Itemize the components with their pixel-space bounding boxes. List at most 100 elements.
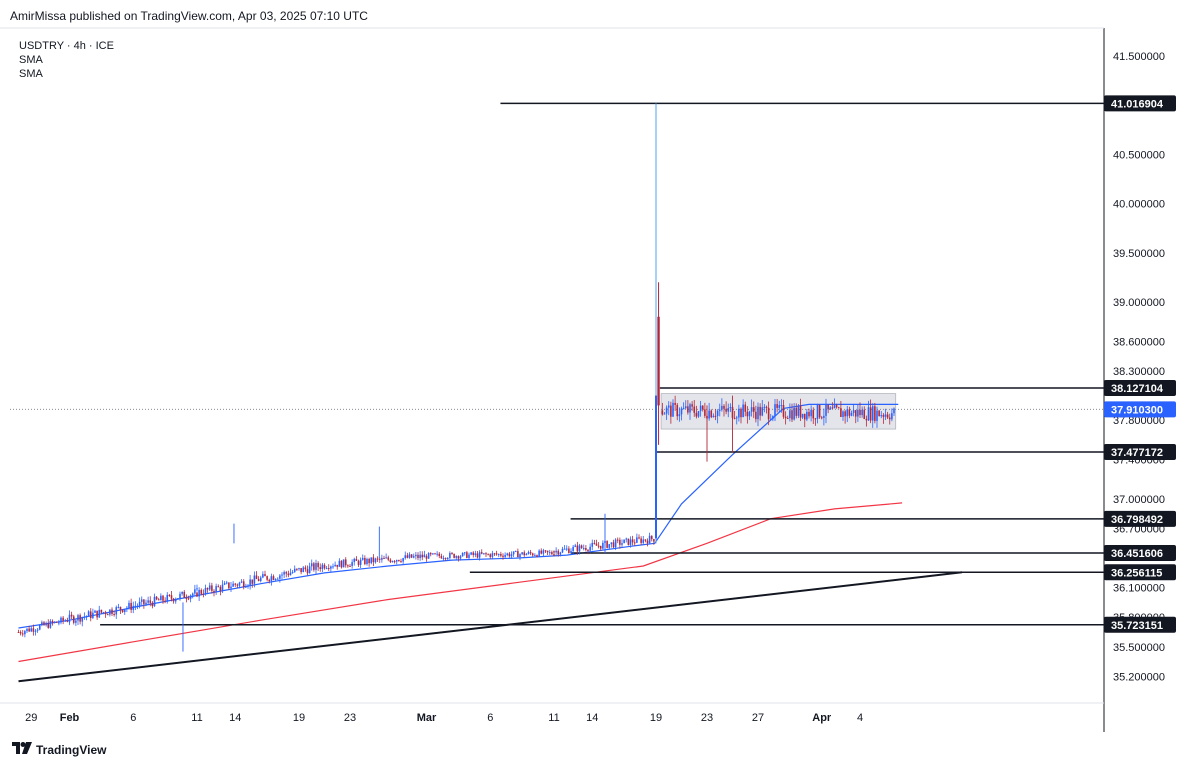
- candle-body: [693, 406, 696, 413]
- candle-body: [196, 588, 198, 590]
- candle-body: [272, 576, 275, 580]
- price-tick-label: 39.500000: [1113, 248, 1165, 260]
- candle-body: [376, 558, 379, 560]
- candle-body: [228, 582, 230, 589]
- candle-body: [510, 554, 513, 557]
- candle-body: [574, 545, 577, 547]
- time-tick-label: 4: [857, 712, 863, 724]
- candle-body: [780, 405, 783, 407]
- candle-body: [865, 418, 868, 421]
- price-tick-label: 35.200000: [1113, 671, 1165, 683]
- candle-body: [232, 583, 234, 587]
- candle-body: [684, 406, 687, 409]
- candle-body: [315, 562, 317, 570]
- candle-body: [247, 585, 249, 587]
- candle-body: [466, 552, 468, 558]
- candle-body: [616, 539, 619, 541]
- candle-body: [880, 415, 883, 417]
- candle-body: [536, 555, 538, 557]
- candle-body: [164, 600, 166, 602]
- price-tick-label: 38.300000: [1113, 366, 1165, 378]
- candle-body: [701, 405, 704, 410]
- candle-body: [204, 587, 207, 595]
- candle-body: [34, 630, 37, 632]
- candle-body: [493, 553, 496, 555]
- candle-body: [323, 564, 326, 569]
- candle-body: [202, 593, 205, 595]
- consolidation-range-box: [660, 393, 897, 430]
- candle-body: [591, 542, 594, 547]
- candle-body: [170, 595, 173, 599]
- time-tick-label: 14: [229, 712, 241, 724]
- candle-body: [406, 555, 409, 558]
- candle-body: [487, 554, 489, 556]
- candle-body: [502, 555, 504, 557]
- candle-body: [614, 539, 617, 548]
- candle-body: [140, 599, 143, 602]
- candle-body: [718, 409, 721, 411]
- candle-body: [833, 405, 836, 409]
- candle-body: [419, 554, 421, 559]
- candle-body: [257, 579, 260, 582]
- candle-body: [689, 404, 691, 413]
- candle-body: [861, 409, 863, 416]
- candle-body: [53, 621, 56, 623]
- candle-body: [279, 575, 281, 579]
- candle-body: [408, 554, 411, 558]
- candle-body: [810, 410, 812, 417]
- candle-body: [806, 411, 808, 420]
- price-tick-label: 36.100000: [1113, 583, 1165, 595]
- candle-body: [387, 557, 390, 560]
- candle-body: [351, 562, 353, 566]
- candle-body: [383, 558, 385, 560]
- candle-body: [812, 410, 815, 419]
- candle-body: [638, 537, 640, 539]
- candle-body: [17, 631, 20, 633]
- candle-body: [77, 615, 79, 621]
- candle-body: [842, 411, 844, 417]
- candle-body: [361, 557, 364, 560]
- candle-body: [697, 411, 700, 417]
- candle-body: [512, 551, 515, 555]
- candle-series: [17, 103, 895, 652]
- candle-body: [36, 629, 39, 631]
- candle-body: [300, 568, 302, 573]
- candle-body: [113, 614, 115, 616]
- candle-body: [848, 409, 851, 416]
- last-price-tag-bg: [1104, 401, 1176, 418]
- candle-body: [179, 593, 181, 599]
- price-tick-label: 40.500000: [1113, 149, 1165, 161]
- sma-indicator-label-2[interactable]: SMA: [19, 68, 43, 80]
- candle-body: [678, 414, 681, 417]
- candle-body: [255, 575, 258, 580]
- candle-body: [85, 615, 88, 617]
- symbol-label[interactable]: USDTRY · 4h · ICE: [19, 40, 114, 52]
- candle-body: [712, 415, 715, 418]
- candle-body: [391, 561, 394, 563]
- candle-body: [47, 622, 50, 628]
- candle-body: [415, 554, 417, 557]
- candle-body: [385, 557, 387, 559]
- footer-brand[interactable]: TradingView: [12, 742, 106, 757]
- candle-body: [364, 557, 366, 565]
- candle-body: [480, 552, 483, 554]
- candle-body: [523, 552, 526, 556]
- candle-body: [434, 553, 436, 555]
- time-tick-label: 11: [191, 712, 202, 724]
- candle-body: [117, 606, 120, 608]
- price-tick-label: 40.000000: [1113, 199, 1165, 211]
- time-tick-label: 23: [344, 712, 356, 724]
- candle-body: [729, 407, 732, 409]
- candle-body: [640, 538, 642, 543]
- candle-body: [402, 558, 404, 562]
- candle-body: [835, 405, 838, 408]
- candle-body: [355, 558, 358, 561]
- candle-body: [608, 544, 611, 548]
- time-tick-label: Apr: [812, 712, 832, 724]
- sma-indicator-label-1[interactable]: SMA: [19, 54, 43, 66]
- level-price-tag-bg: [1104, 443, 1176, 460]
- candle-body: [752, 407, 755, 412]
- spike-down-candle-body: [657, 316, 660, 406]
- candle-body: [704, 409, 706, 416]
